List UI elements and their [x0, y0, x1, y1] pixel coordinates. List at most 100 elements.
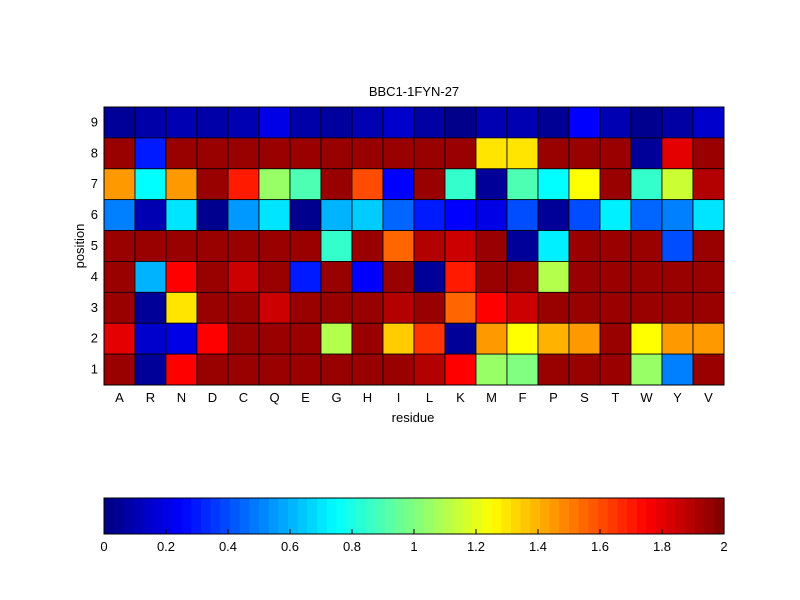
heatmap-cell: [661, 137, 694, 170]
heatmap-cell: [196, 106, 229, 139]
colorbar-segment: [191, 498, 202, 534]
heatmap-cell: [506, 322, 539, 355]
heatmap-cell: [413, 353, 446, 386]
heatmap-cell: [661, 230, 694, 262]
heatmap-cell: [692, 261, 725, 293]
heatmap-cell: [444, 199, 477, 231]
heatmap-cell: [661, 261, 694, 293]
heatmap-cell: [227, 261, 260, 293]
colorbar-segment: [627, 498, 638, 534]
chart-title: BBC1-1FYN-27: [369, 84, 459, 99]
heatmap-cell: [537, 261, 570, 293]
heatmap-cell: [289, 261, 322, 293]
colorbar-segment: [646, 498, 657, 534]
heatmap-cell: [134, 137, 167, 170]
heatmap-cell: [320, 168, 353, 201]
heatmap-cell: [351, 291, 384, 324]
heatmap-cell: [258, 137, 291, 170]
heatmap-cell: [537, 230, 570, 262]
colorbar-segment: [229, 498, 241, 534]
heatmap-cell: [165, 230, 198, 262]
y-tick-label: 9: [91, 114, 98, 129]
heatmap-cell: [382, 353, 415, 386]
heatmap-cell: [103, 291, 136, 324]
heatmap-cell: [568, 230, 601, 262]
colorbar-segment: [268, 498, 279, 534]
heatmap-cell: [382, 106, 415, 139]
colorbar-segment: [104, 498, 115, 534]
heatmap-cell: [630, 261, 663, 293]
heatmap-cells: [103, 106, 725, 386]
heatmap-cell: [568, 261, 601, 293]
heatmap-cell: [661, 106, 694, 139]
heatmap-cell: [599, 230, 632, 262]
heatmap-cell: [692, 106, 725, 139]
heatmap-cell: [444, 261, 477, 293]
heatmap-cell: [196, 137, 229, 170]
colorbar-segment: [113, 498, 124, 534]
heatmap-cell: [630, 322, 663, 355]
colorbar-segment: [452, 498, 464, 534]
colorbar-segment: [123, 498, 134, 534]
heatmap-cell: [289, 322, 322, 355]
colorbar-segment: [530, 498, 541, 534]
colorbar-segment: [317, 498, 328, 534]
colorbar-segment: [694, 498, 706, 534]
colorbar-segment: [297, 498, 309, 534]
y-tick-label: 5: [91, 238, 98, 253]
colorbar-segment: [220, 498, 231, 534]
plot-frame: [103, 106, 725, 386]
x-tick-label: T: [612, 390, 620, 405]
y-tick-label: 7: [91, 176, 98, 191]
heatmap-cell: [630, 199, 663, 231]
colorbar-tick-label: 0: [100, 539, 107, 554]
colorbar-tick-label: 1.2: [467, 539, 485, 554]
heatmap-cell: [692, 168, 725, 201]
heatmap-cell: [351, 261, 384, 293]
heatmap-cell: [103, 168, 136, 201]
colorbar-tick-label: 1.6: [591, 539, 609, 554]
heatmap-cell: [382, 199, 415, 231]
heatmap-cell: [382, 291, 415, 324]
heatmap-cell: [165, 291, 198, 324]
heatmap-cell: [444, 230, 477, 262]
heatmap-cell: [506, 106, 539, 139]
x-tick-label: H: [363, 390, 372, 405]
heatmap-cell: [320, 261, 353, 293]
heatmap-cell: [258, 168, 291, 201]
heatmap-cell: [599, 199, 632, 231]
heatmap-cell: [413, 106, 446, 139]
x-tick-label: F: [519, 390, 527, 405]
heatmap-cell: [537, 322, 570, 355]
heatmap-cell: [227, 106, 260, 139]
colorbar-segment: [714, 498, 725, 534]
heatmap-cell: [258, 261, 291, 293]
heatmap-cell: [351, 199, 384, 231]
colorbar-tick-label: 0.4: [219, 539, 237, 554]
heatmap-cell: [227, 353, 260, 386]
heatmap-cell: [382, 261, 415, 293]
x-tick-label: R: [146, 390, 155, 405]
colorbar-segment: [510, 498, 522, 534]
colorbar-segment: [365, 498, 376, 534]
colorbar-segment: [326, 498, 338, 534]
colorbar-segment: [259, 498, 270, 534]
heatmap-cell: [475, 168, 508, 201]
heatmap-cell: [351, 168, 384, 201]
heatmap-cell: [692, 137, 725, 170]
heatmap-cell: [134, 291, 167, 324]
colorbar-segment: [423, 498, 434, 534]
x-tick-label: E: [301, 390, 310, 405]
colorbar-segment: [278, 498, 289, 534]
colorbar: [104, 498, 725, 534]
heatmap-cell: [382, 168, 415, 201]
heatmap-cell: [475, 137, 508, 170]
heatmap-cell: [413, 168, 446, 201]
colorbar-segment: [617, 498, 628, 534]
y-tick-labels: 9 8 7 6 5 4 3 2 1: [91, 114, 98, 376]
heatmap-cell: [506, 230, 539, 262]
heatmap-cell: [661, 199, 694, 231]
heatmap-cell: [692, 322, 725, 355]
heatmap-cell: [568, 168, 601, 201]
heatmap-cell: [413, 291, 446, 324]
